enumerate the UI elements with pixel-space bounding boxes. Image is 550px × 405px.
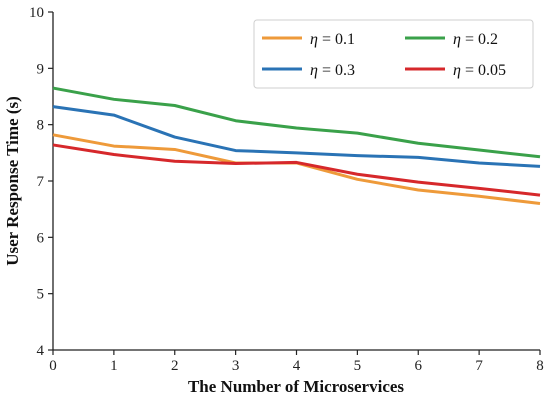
legend-symbol: η (310, 31, 318, 48)
x-tick-label: 4 (293, 358, 301, 374)
legend-label: η = 0.05 (453, 62, 506, 79)
y-ticks: 4 5 6 7 8 9 10 (29, 5, 53, 359)
x-tick-label: 2 (171, 358, 179, 374)
legend-symbol: η (453, 62, 461, 79)
legend-label: η = 0.2 (453, 31, 498, 48)
y-tick-label: 5 (37, 287, 45, 303)
plot-area: 4 5 6 7 8 9 10 0 1 2 3 4 5 6 7 8 (29, 5, 544, 374)
series-lines (52, 86, 541, 206)
series-line-0 (52, 133, 541, 206)
y-tick-label: 4 (37, 343, 45, 359)
series-line-3 (52, 143, 541, 197)
series-line-2 (52, 86, 541, 159)
series-line-1 (52, 105, 541, 168)
legend-symbol: η (310, 62, 318, 79)
legend-value: = 0.1 (318, 31, 355, 48)
legend-label: η = 0.3 (310, 62, 355, 79)
y-axis-label: User Response Time (s) (3, 96, 22, 266)
x-tick-label: 1 (110, 358, 118, 374)
x-tick-label: 7 (475, 358, 483, 374)
x-tick-label: 6 (415, 358, 423, 374)
y-tick-label: 6 (37, 230, 45, 246)
legend-value: = 0.3 (318, 62, 355, 79)
y-tick-label: 10 (29, 5, 44, 21)
y-tick-label: 9 (37, 61, 45, 77)
x-tick-label: 0 (49, 358, 57, 374)
y-tick-label: 7 (37, 174, 45, 190)
legend: η = 0.1η = 0.3η = 0.2η = 0.05 (253, 19, 534, 89)
legend-value: = 0.2 (461, 31, 498, 48)
legend-value: = 0.05 (461, 62, 506, 79)
x-tick-label: 8 (536, 358, 544, 374)
legend-label: η = 0.1 (310, 31, 355, 48)
legend-frame (253, 19, 534, 89)
x-ticks: 0 1 2 3 4 5 6 7 8 (49, 350, 544, 374)
x-tick-label: 5 (354, 358, 362, 374)
x-axis-label: The Number of Microservices (188, 377, 404, 396)
x-tick-label: 3 (232, 358, 240, 374)
y-tick-label: 8 (37, 118, 45, 134)
legend-symbol: η (453, 31, 461, 48)
